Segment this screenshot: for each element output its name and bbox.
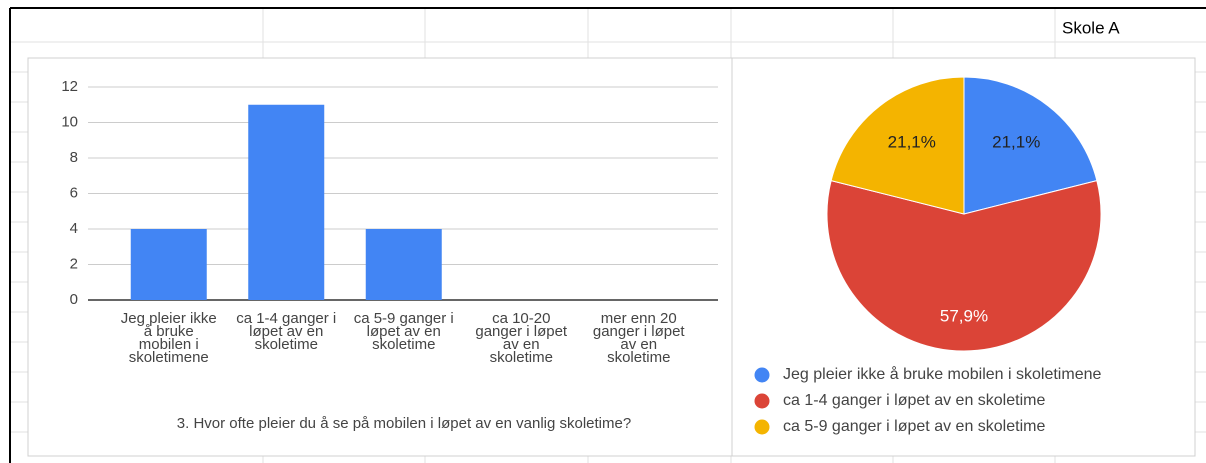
pie-slice	[826, 179, 1102, 352]
x-tick-label: mer enn 20 ganger i løpet av en skoletim…	[592, 310, 685, 366]
legend-label: ca 5-9 ganger i løpet av en skoletime	[783, 418, 1045, 435]
legend-swatch	[754, 367, 770, 383]
slice-label: 21,1%	[888, 132, 936, 151]
y-tick-label: 2	[70, 255, 78, 272]
legend-swatch	[754, 419, 770, 435]
y-tick-label: 12	[61, 78, 78, 95]
y-tick-label: 8	[70, 149, 78, 166]
x-tick-label: ca 10-20 ganger i løpet av en skoletime	[475, 310, 568, 366]
bar	[365, 229, 442, 300]
y-tick-label: 0	[70, 291, 78, 308]
x-axis-title: 3. Hvor ofte pleier du å se på mobilen i…	[177, 415, 631, 432]
slice-label: 21,1%	[992, 132, 1040, 151]
bar	[130, 229, 207, 300]
pie-slice	[963, 76, 1098, 215]
bar	[248, 104, 325, 300]
y-tick-label: 6	[70, 184, 78, 201]
slice-label: 57,9%	[940, 306, 988, 325]
legend-label: ca 1-4 ganger i løpet av en skoletime	[783, 392, 1045, 409]
y-tick-label: 10	[61, 113, 78, 130]
legend-swatch	[754, 393, 770, 409]
y-tick-label: 4	[70, 220, 78, 237]
pie-slice	[830, 76, 965, 215]
x-tick-label: Jeg pleier ikke å bruke mobilen i skolet…	[120, 310, 217, 366]
x-tick-label: ca 5-9 ganger i løpet av en skoletime	[353, 310, 454, 353]
x-tick-label: ca 1-4 ganger i løpet av en skoletime	[236, 310, 337, 353]
legend-label: Jeg pleier ikke å bruke mobilen i skolet…	[783, 365, 1101, 383]
cell-text: Skole A	[1062, 18, 1120, 37]
